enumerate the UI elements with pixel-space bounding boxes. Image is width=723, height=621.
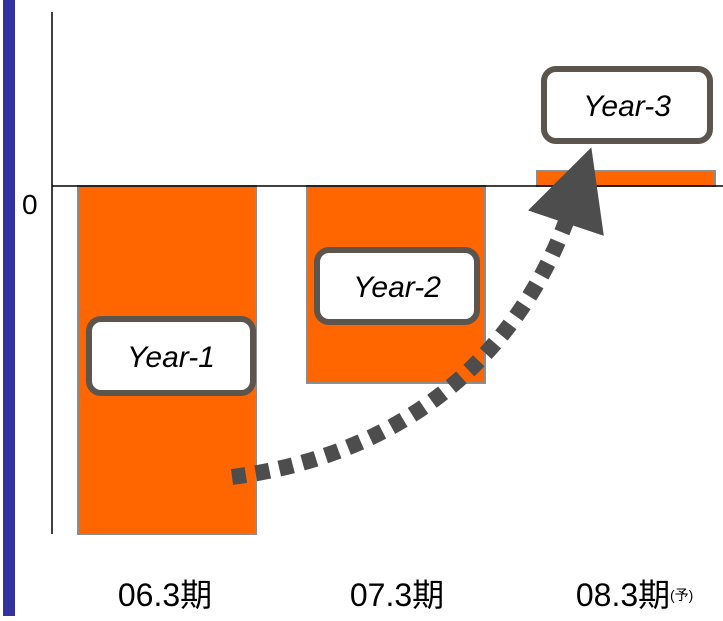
bar-label-callout-1: Year-1 xyxy=(86,316,256,396)
bar-label-callout-2: Year-2 xyxy=(314,247,480,325)
bar-label-box xyxy=(541,66,713,144)
bar-label-box xyxy=(314,247,480,325)
x-tick-suffix: (予) xyxy=(670,587,693,603)
bar-label-callout-3: Year-3 xyxy=(541,66,713,144)
bar-label-text: Year-3 xyxy=(583,90,671,123)
x-tick-label: 06.3期 xyxy=(118,577,212,613)
bar-label-text: Year-2 xyxy=(353,271,441,304)
zero-tick-label: 0 xyxy=(22,189,38,220)
trend-arrow xyxy=(230,147,604,485)
x-tick-label: 07.3期 xyxy=(350,577,444,613)
bar-label-box xyxy=(86,316,256,396)
x-tick-label: 08.3期 xyxy=(576,577,670,613)
bar-3 xyxy=(536,170,716,187)
x-tick-labels: 06.3期 07.3期 08.3期 (予) xyxy=(118,577,693,613)
bar-label-text: Year-1 xyxy=(127,341,215,374)
accent-side-bar xyxy=(3,0,15,616)
bar-labels: Year-1 Year-2 Year-3 xyxy=(86,66,713,396)
